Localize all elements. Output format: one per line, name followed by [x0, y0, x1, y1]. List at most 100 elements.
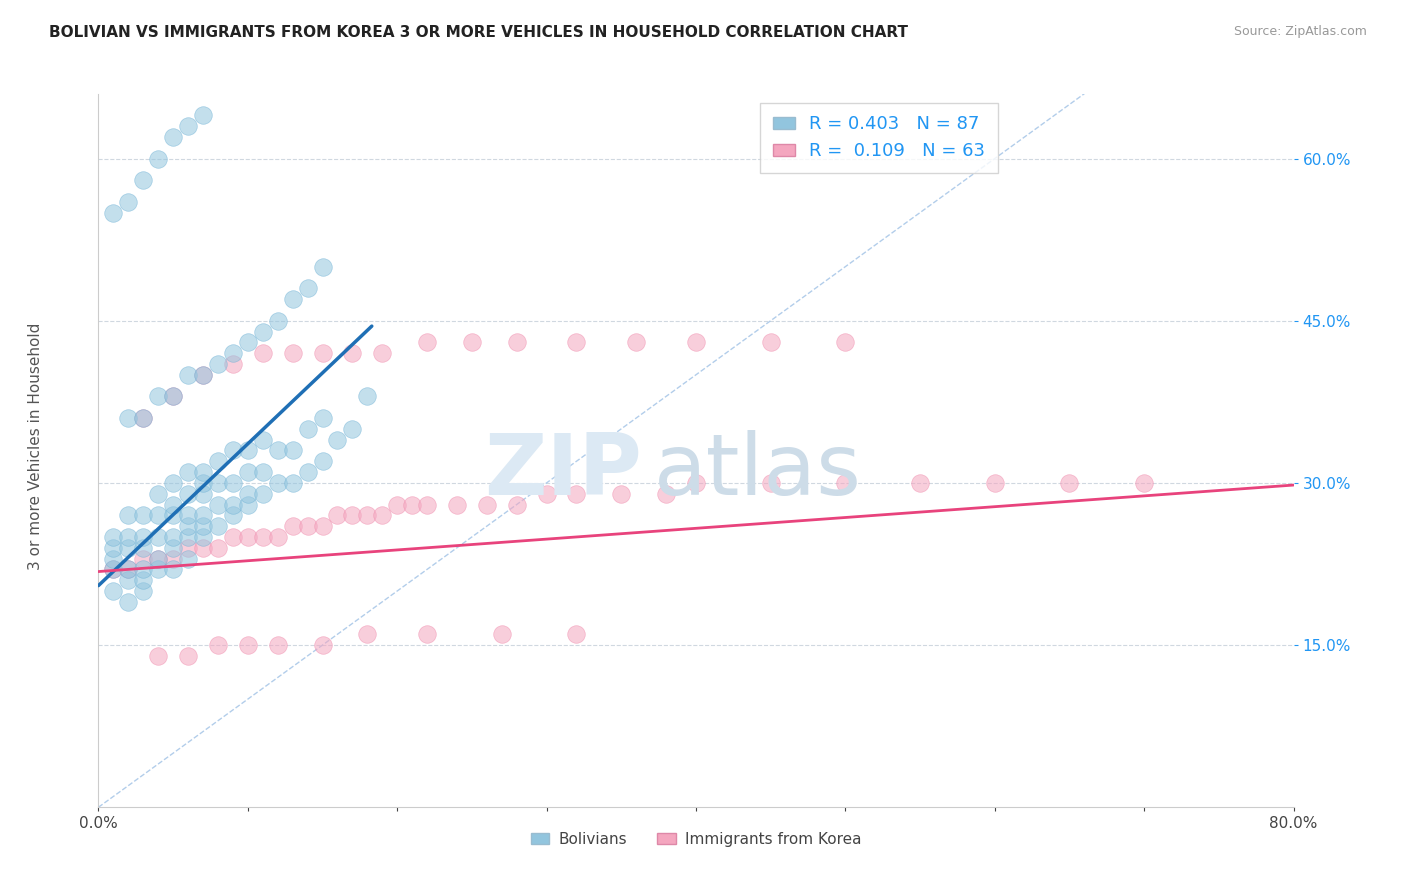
Point: [236, 465, 259, 479]
Point: [311, 260, 333, 274]
Point: [475, 498, 498, 512]
Point: [148, 562, 170, 576]
Point: [132, 584, 155, 599]
Point: [610, 486, 633, 500]
Point: [132, 508, 155, 523]
Point: [655, 486, 678, 500]
Point: [117, 562, 139, 576]
Point: [267, 314, 290, 328]
Point: [222, 357, 245, 371]
Point: [281, 475, 304, 490]
Point: [177, 541, 200, 555]
Point: [491, 627, 513, 641]
Point: [191, 508, 214, 523]
Point: [565, 627, 588, 641]
Point: [685, 335, 707, 350]
Point: [297, 519, 319, 533]
Point: [446, 498, 468, 512]
Point: [177, 519, 200, 533]
Point: [252, 433, 274, 447]
Point: [834, 335, 856, 350]
Point: [162, 498, 184, 512]
Point: [117, 541, 139, 555]
Point: [103, 551, 125, 566]
Point: [356, 508, 378, 523]
Point: [162, 129, 184, 144]
Point: [132, 530, 155, 544]
Point: [267, 443, 290, 458]
Point: [148, 648, 170, 663]
Point: [148, 551, 170, 566]
Point: [252, 346, 274, 360]
Point: [191, 368, 214, 382]
Point: [222, 508, 245, 523]
Point: [385, 498, 409, 512]
Point: [207, 638, 229, 652]
Point: [311, 519, 333, 533]
Point: [222, 346, 245, 360]
Point: [177, 551, 200, 566]
Point: [267, 638, 290, 652]
Point: [162, 530, 184, 544]
Point: [326, 433, 349, 447]
Point: [162, 541, 184, 555]
Point: [685, 475, 707, 490]
Point: [117, 411, 139, 425]
Point: [222, 475, 245, 490]
Point: [342, 422, 364, 436]
Point: [207, 519, 229, 533]
Point: [222, 530, 245, 544]
Point: [565, 335, 588, 350]
Point: [281, 519, 304, 533]
Point: [191, 475, 214, 490]
Point: [177, 648, 200, 663]
Point: [162, 389, 184, 403]
Point: [132, 551, 155, 566]
Text: 3 or more Vehicles in Household: 3 or more Vehicles in Household: [28, 322, 42, 570]
Point: [236, 530, 259, 544]
Point: [148, 551, 170, 566]
Point: [311, 638, 333, 652]
Point: [117, 562, 139, 576]
Point: [297, 281, 319, 295]
Point: [626, 335, 648, 350]
Point: [252, 325, 274, 339]
Point: [371, 508, 394, 523]
Point: [371, 346, 394, 360]
Point: [281, 346, 304, 360]
Point: [342, 508, 364, 523]
Point: [177, 368, 200, 382]
Point: [207, 454, 229, 468]
Point: [759, 475, 782, 490]
Point: [132, 411, 155, 425]
Point: [162, 508, 184, 523]
Point: [236, 443, 259, 458]
Point: [177, 465, 200, 479]
Legend: Bolivians, Immigrants from Korea: Bolivians, Immigrants from Korea: [524, 826, 868, 853]
Point: [132, 411, 155, 425]
Point: [148, 486, 170, 500]
Point: [506, 335, 529, 350]
Point: [252, 465, 274, 479]
Point: [536, 486, 558, 500]
Point: [177, 486, 200, 500]
Point: [759, 335, 782, 350]
Point: [326, 508, 349, 523]
Point: [267, 530, 290, 544]
Text: ZIP: ZIP: [485, 430, 643, 514]
Point: [356, 627, 378, 641]
Text: atlas: atlas: [654, 430, 862, 514]
Point: [148, 152, 170, 166]
Point: [148, 389, 170, 403]
Point: [984, 475, 1007, 490]
Text: BOLIVIAN VS IMMIGRANTS FROM KOREA 3 OR MORE VEHICLES IN HOUSEHOLD CORRELATION CH: BOLIVIAN VS IMMIGRANTS FROM KOREA 3 OR M…: [49, 25, 908, 40]
Point: [236, 638, 259, 652]
Point: [103, 562, 125, 576]
Point: [191, 486, 214, 500]
Point: [103, 584, 125, 599]
Point: [207, 475, 229, 490]
Text: Source: ZipAtlas.com: Source: ZipAtlas.com: [1233, 25, 1367, 38]
Point: [177, 508, 200, 523]
Point: [565, 486, 588, 500]
Point: [342, 346, 364, 360]
